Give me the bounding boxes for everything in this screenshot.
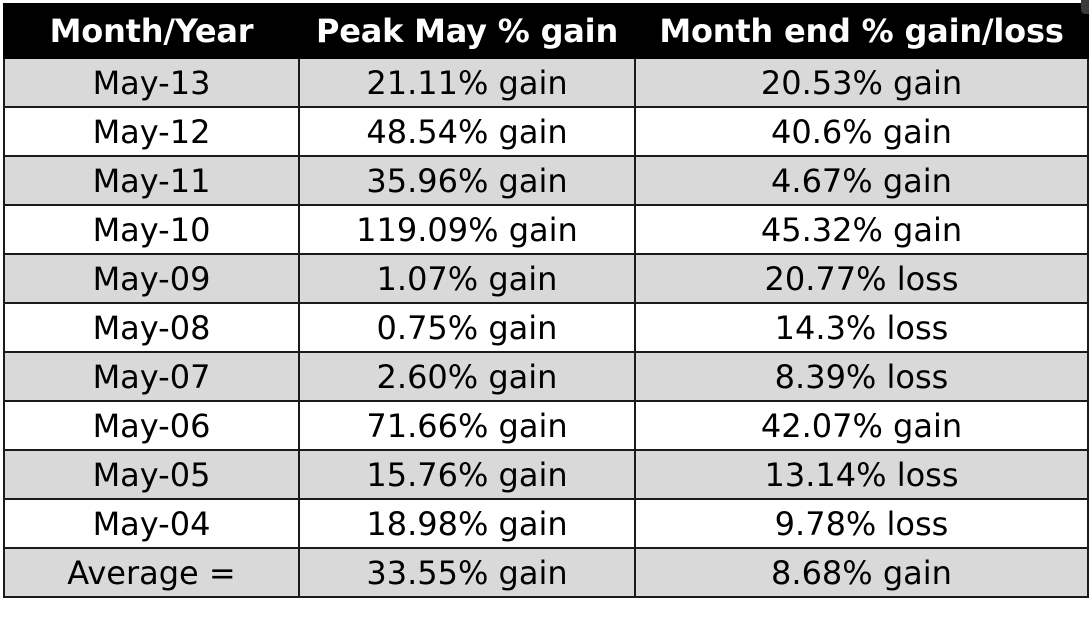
cell-month-year: May-12 (3, 106, 300, 157)
cell-peak-gain: 119.09% gain (298, 204, 636, 255)
table-row: May-04 18.98% gain 9.78% loss (3, 498, 1089, 549)
cell-month-year: May-09 (3, 253, 300, 304)
table-header: Month/Year Peak May % gain Month end % g… (3, 3, 1089, 59)
cell-month-year: May-07 (3, 351, 300, 402)
cell-peak-gain: 21.11% gain (298, 57, 636, 108)
cell-month-end: 45.32% gain (634, 204, 1089, 255)
header-month-year: Month/Year (3, 3, 300, 59)
table-row: May-11 35.96% gain 4.67% gain (3, 155, 1089, 206)
cell-month-year: May-11 (3, 155, 300, 206)
table-body: May-13 21.11% gain 20.53% gain May-12 48… (3, 57, 1089, 598)
cell-month-year: May-10 (3, 204, 300, 255)
cell-month-end: 13.14% loss (634, 449, 1089, 500)
cell-month-year: May-08 (3, 302, 300, 353)
cell-month-year: May-05 (3, 449, 300, 500)
corner-marker (1081, 0, 1089, 14)
cell-month-end: 4.67% gain (634, 155, 1089, 206)
cell-month-end: 42.07% gain (634, 400, 1089, 451)
table-row: May-05 15.76% gain 13.14% loss (3, 449, 1089, 500)
cell-month-end: 20.77% loss (634, 253, 1089, 304)
table-row: May-12 48.54% gain 40.6% gain (3, 106, 1089, 157)
header-month-end-gain-loss: Month end % gain/loss (634, 3, 1089, 59)
cell-month-end: 40.6% gain (634, 106, 1089, 157)
cell-average-peak-gain: 33.55% gain (298, 547, 636, 598)
table-row: May-06 71.66% gain 42.07% gain (3, 400, 1089, 451)
cell-month-end: 8.39% loss (634, 351, 1089, 402)
cell-month-end: 20.53% gain (634, 57, 1089, 108)
cell-peak-gain: 1.07% gain (298, 253, 636, 304)
cell-peak-gain: 0.75% gain (298, 302, 636, 353)
header-row: Month/Year Peak May % gain Month end % g… (3, 3, 1089, 59)
cell-average-label: Average = (3, 547, 300, 598)
table-row: May-10 119.09% gain 45.32% gain (3, 204, 1089, 255)
table-row: May-09 1.07% gain 20.77% loss (3, 253, 1089, 304)
header-peak-may-gain: Peak May % gain (298, 3, 636, 59)
cell-peak-gain: 48.54% gain (298, 106, 636, 157)
cell-month-year: May-06 (3, 400, 300, 451)
cell-peak-gain: 71.66% gain (298, 400, 636, 451)
cell-peak-gain: 2.60% gain (298, 351, 636, 402)
may-performance-table: Month/Year Peak May % gain Month end % g… (3, 3, 1089, 598)
table-row: May-08 0.75% gain 14.3% loss (3, 302, 1089, 353)
average-row: Average = 33.55% gain 8.68% gain (3, 547, 1089, 598)
cell-peak-gain: 18.98% gain (298, 498, 636, 549)
table-row: May-13 21.11% gain 20.53% gain (3, 57, 1089, 108)
cell-month-year: May-04 (3, 498, 300, 549)
table-row: May-07 2.60% gain 8.39% loss (3, 351, 1089, 402)
cell-month-end: 14.3% loss (634, 302, 1089, 353)
cell-month-year: May-13 (3, 57, 300, 108)
cell-peak-gain: 15.76% gain (298, 449, 636, 500)
cell-peak-gain: 35.96% gain (298, 155, 636, 206)
cell-month-end: 9.78% loss (634, 498, 1089, 549)
cell-average-month-end: 8.68% gain (634, 547, 1089, 598)
